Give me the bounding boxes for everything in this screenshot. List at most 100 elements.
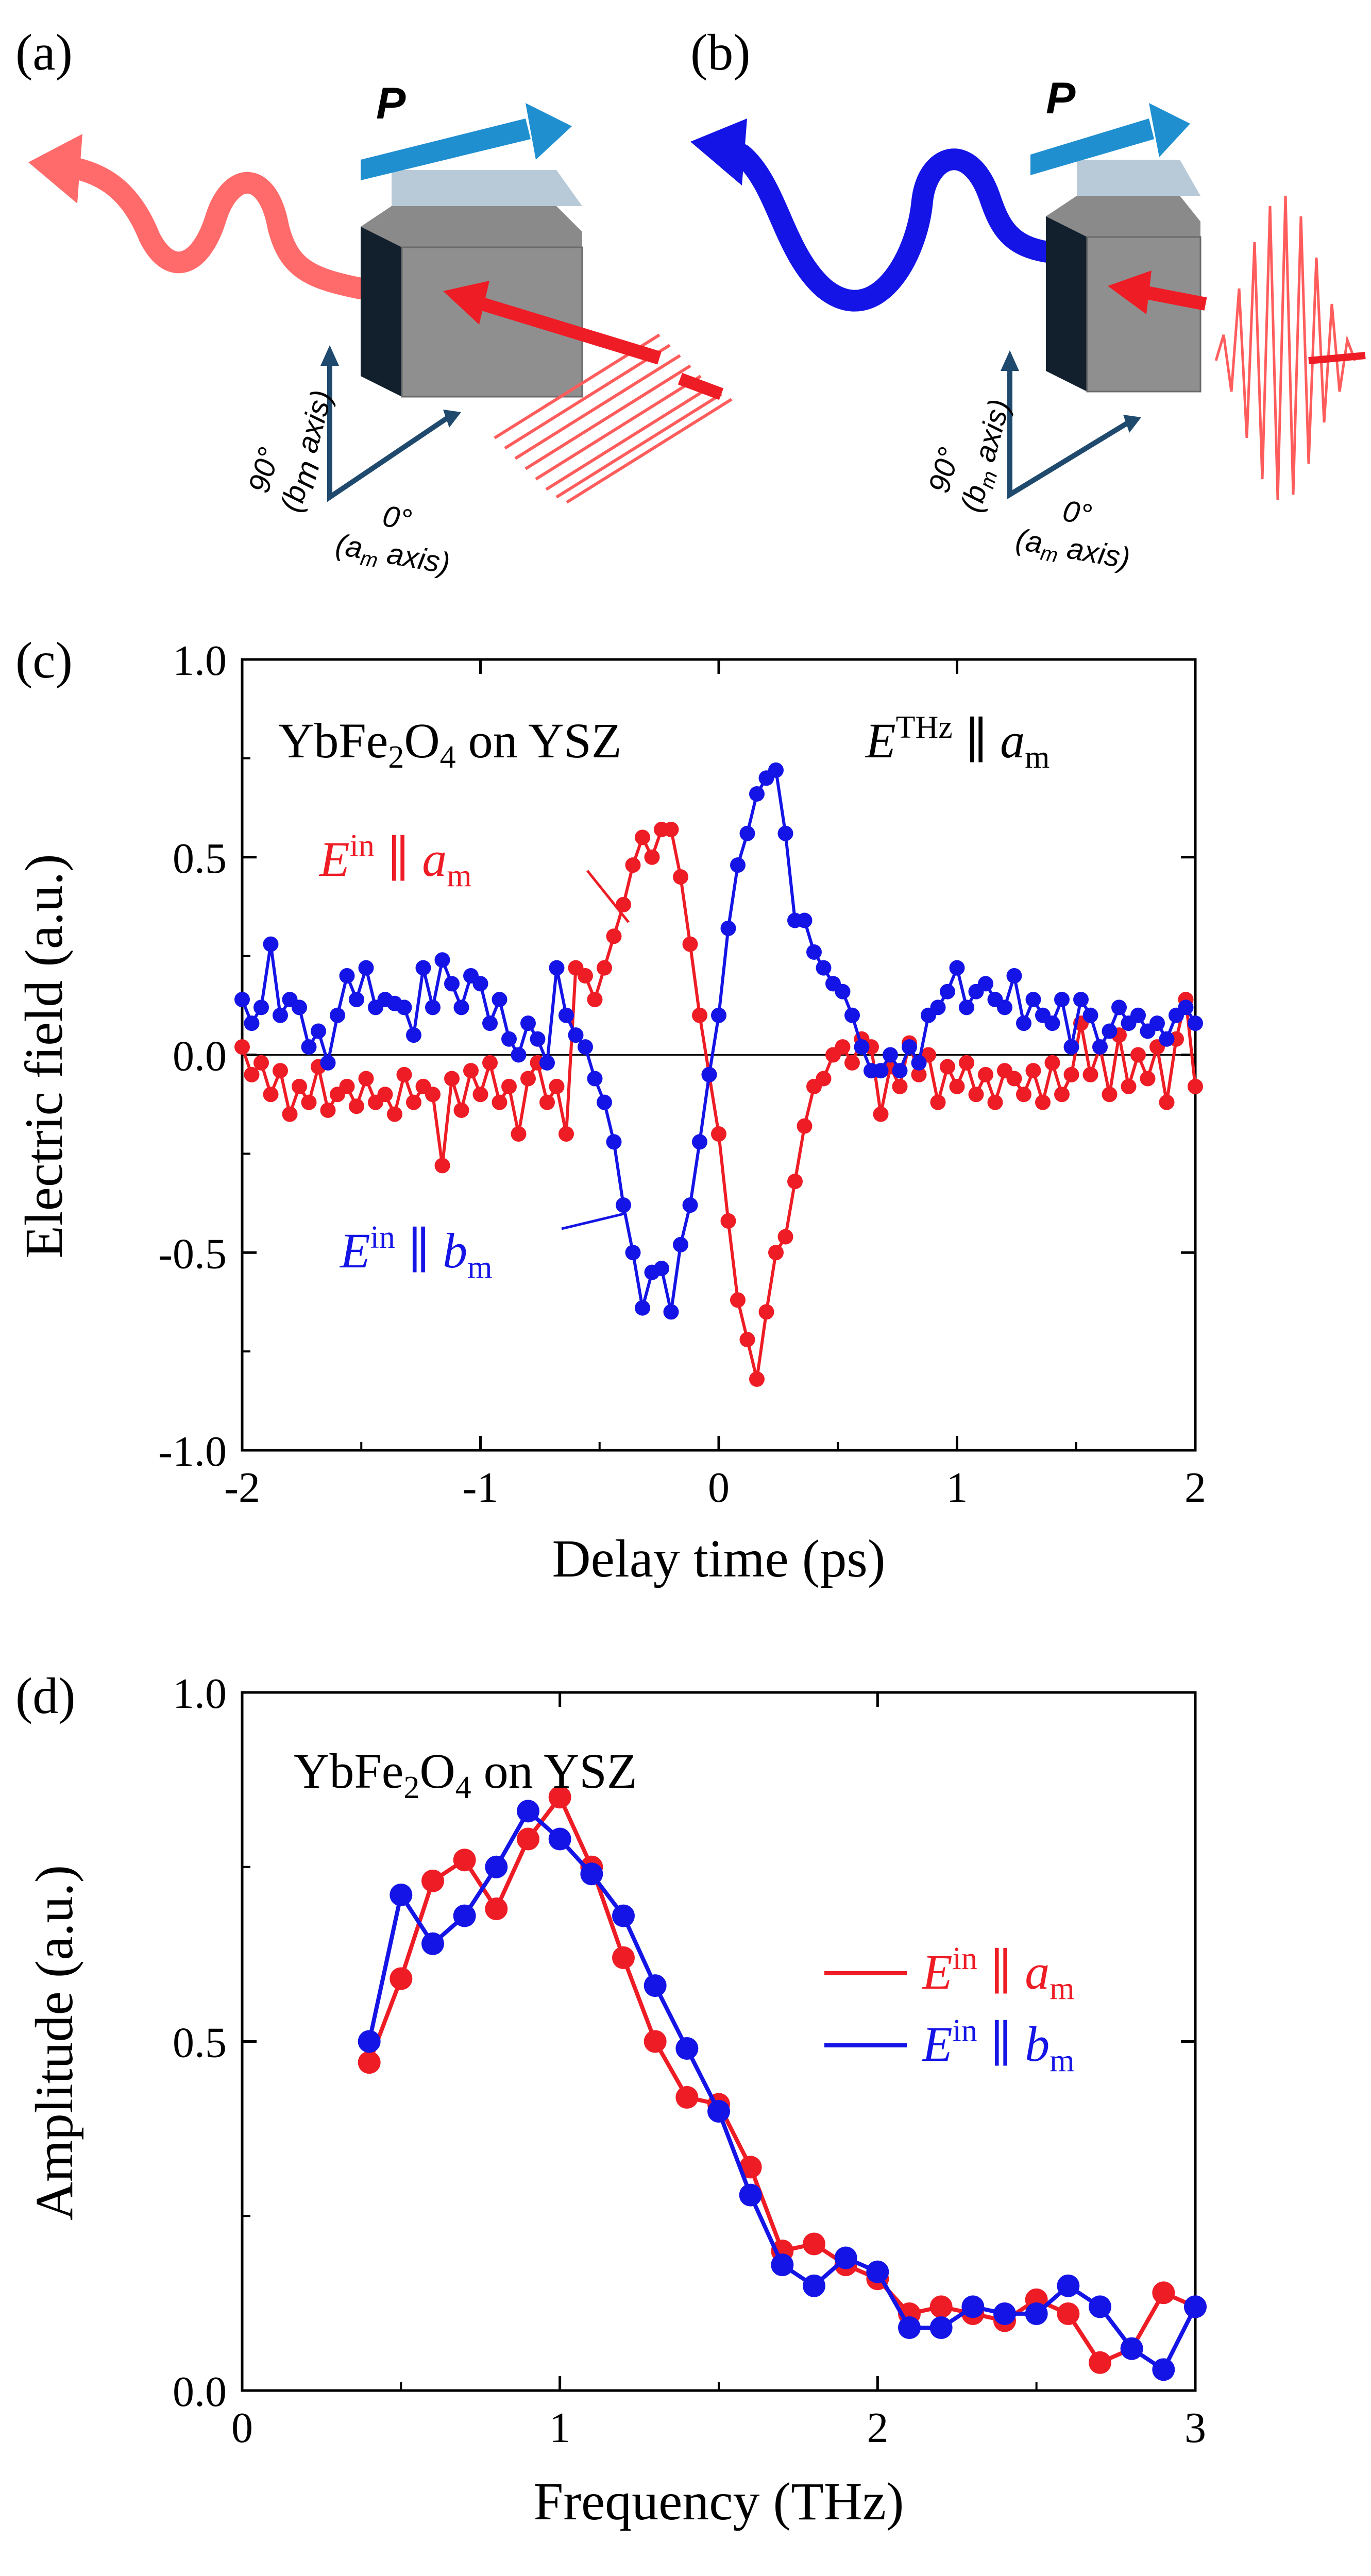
data-point	[406, 1027, 421, 1043]
data-point	[234, 992, 250, 1008]
data-point	[1102, 1023, 1118, 1039]
x-tick-label: 2	[1184, 1464, 1206, 1512]
data-point	[1054, 1087, 1070, 1103]
data-point	[1111, 999, 1127, 1015]
data-point	[517, 1800, 539, 1823]
polarization-arrowhead	[526, 103, 572, 160]
data-point	[616, 896, 631, 912]
data-point	[548, 1786, 571, 1809]
tick-labels-c: -2 -1 0 1 2 -1.0 -0.5 0.0 0.5 1.0	[158, 637, 1206, 1512]
data-point	[1025, 992, 1041, 1008]
data-point	[453, 1102, 469, 1118]
data-point	[501, 1078, 517, 1094]
data-point	[930, 1094, 946, 1110]
data-point	[997, 999, 1012, 1015]
svg-text:(bm axis): (bm axis)	[274, 386, 345, 517]
panel-b-label: (b)	[690, 24, 751, 81]
data-point	[606, 1134, 622, 1150]
data-point	[803, 2232, 825, 2256]
data-point	[777, 825, 793, 841]
data-point	[444, 976, 460, 992]
data-point	[485, 1897, 508, 1921]
data-point	[635, 1300, 650, 1316]
data-point	[720, 1213, 736, 1229]
data-point	[511, 1047, 527, 1063]
pump-arrowhead-red-b	[1108, 270, 1152, 314]
data-point	[834, 2246, 857, 2269]
data-point	[444, 1071, 460, 1087]
svg-text:0°: 0°	[1060, 494, 1094, 532]
series-line-0	[241, 828, 1197, 1381]
y-tick-label: 0.0	[173, 2368, 227, 2416]
y-axis-title-c: Electric field (a.u.)	[14, 854, 74, 1258]
data-point	[453, 999, 469, 1015]
data-point	[492, 1094, 507, 1110]
data-point	[396, 1066, 412, 1082]
data-point	[1140, 1071, 1156, 1087]
y-tick-label: 0.0	[173, 1032, 227, 1080]
data-point	[949, 1078, 965, 1094]
data-point	[1044, 1055, 1060, 1071]
data-point	[1130, 1007, 1146, 1023]
data-point	[349, 1098, 364, 1114]
y-tick-label: 0.5	[173, 2019, 227, 2067]
data-point	[548, 1827, 571, 1851]
data-point	[739, 2156, 762, 2179]
data-point	[390, 1883, 413, 1906]
legend-d: Ein ∥ am Ein ∥ bm	[824, 1941, 1074, 2078]
data-point	[282, 1106, 298, 1122]
x-axis-title-c: Delay time (ps)	[552, 1529, 886, 1588]
data-point	[339, 1078, 355, 1094]
data-point	[1152, 2281, 1175, 2304]
crystal-face-b	[1086, 236, 1201, 393]
data-point	[940, 1059, 955, 1075]
y-tick-label: -1.0	[158, 1428, 227, 1476]
data-point	[898, 2316, 921, 2340]
data-point	[472, 1087, 488, 1103]
data-point	[854, 1039, 870, 1055]
data-point	[673, 869, 688, 885]
data-point	[835, 1039, 851, 1055]
data-point	[377, 1087, 393, 1103]
data-point	[730, 857, 746, 873]
data-point	[758, 1304, 774, 1320]
pump-beam-red-b	[1137, 284, 1207, 311]
data-point	[902, 1039, 917, 1055]
annotation-leader-blue	[561, 1212, 627, 1230]
x-tick-label: 1	[549, 2404, 571, 2452]
data-point	[1149, 1015, 1165, 1031]
panel-a-schematic: (a) P 90° (bm axis	[15, 24, 733, 581]
data-point	[358, 960, 374, 976]
data-point	[463, 1063, 479, 1079]
data-point	[777, 1229, 793, 1245]
data-point	[961, 2295, 985, 2318]
crystal-cap	[392, 170, 582, 206]
data-point	[644, 2030, 667, 2053]
data-point	[578, 968, 593, 984]
pump-tail	[678, 372, 724, 400]
axis-b-label-b: 90° (bm axis)	[922, 396, 1017, 516]
data-point	[339, 968, 355, 984]
crystal-face	[401, 246, 583, 398]
pump-beam-red	[472, 295, 662, 365]
data-point	[1035, 1094, 1051, 1110]
svg-text:(am axis): (am axis)	[1012, 522, 1132, 580]
data-point	[492, 992, 507, 1008]
emitted-arrowhead-blue	[690, 118, 747, 185]
data-point	[1159, 1094, 1175, 1110]
data-point	[978, 976, 993, 992]
data-point	[816, 1071, 832, 1087]
data-point	[330, 1007, 345, 1023]
thz-polarization-label: ETHz ∥ am	[865, 710, 1050, 775]
data-point	[597, 1094, 612, 1110]
data-point	[530, 1031, 546, 1047]
data-point	[549, 1078, 565, 1094]
data-point	[1057, 2302, 1080, 2325]
data-point	[501, 1031, 517, 1047]
data-point	[1054, 992, 1070, 1008]
data-point	[1082, 1007, 1098, 1023]
data-point	[434, 1158, 450, 1174]
data-point	[1063, 1066, 1079, 1082]
data-point	[692, 1007, 707, 1023]
